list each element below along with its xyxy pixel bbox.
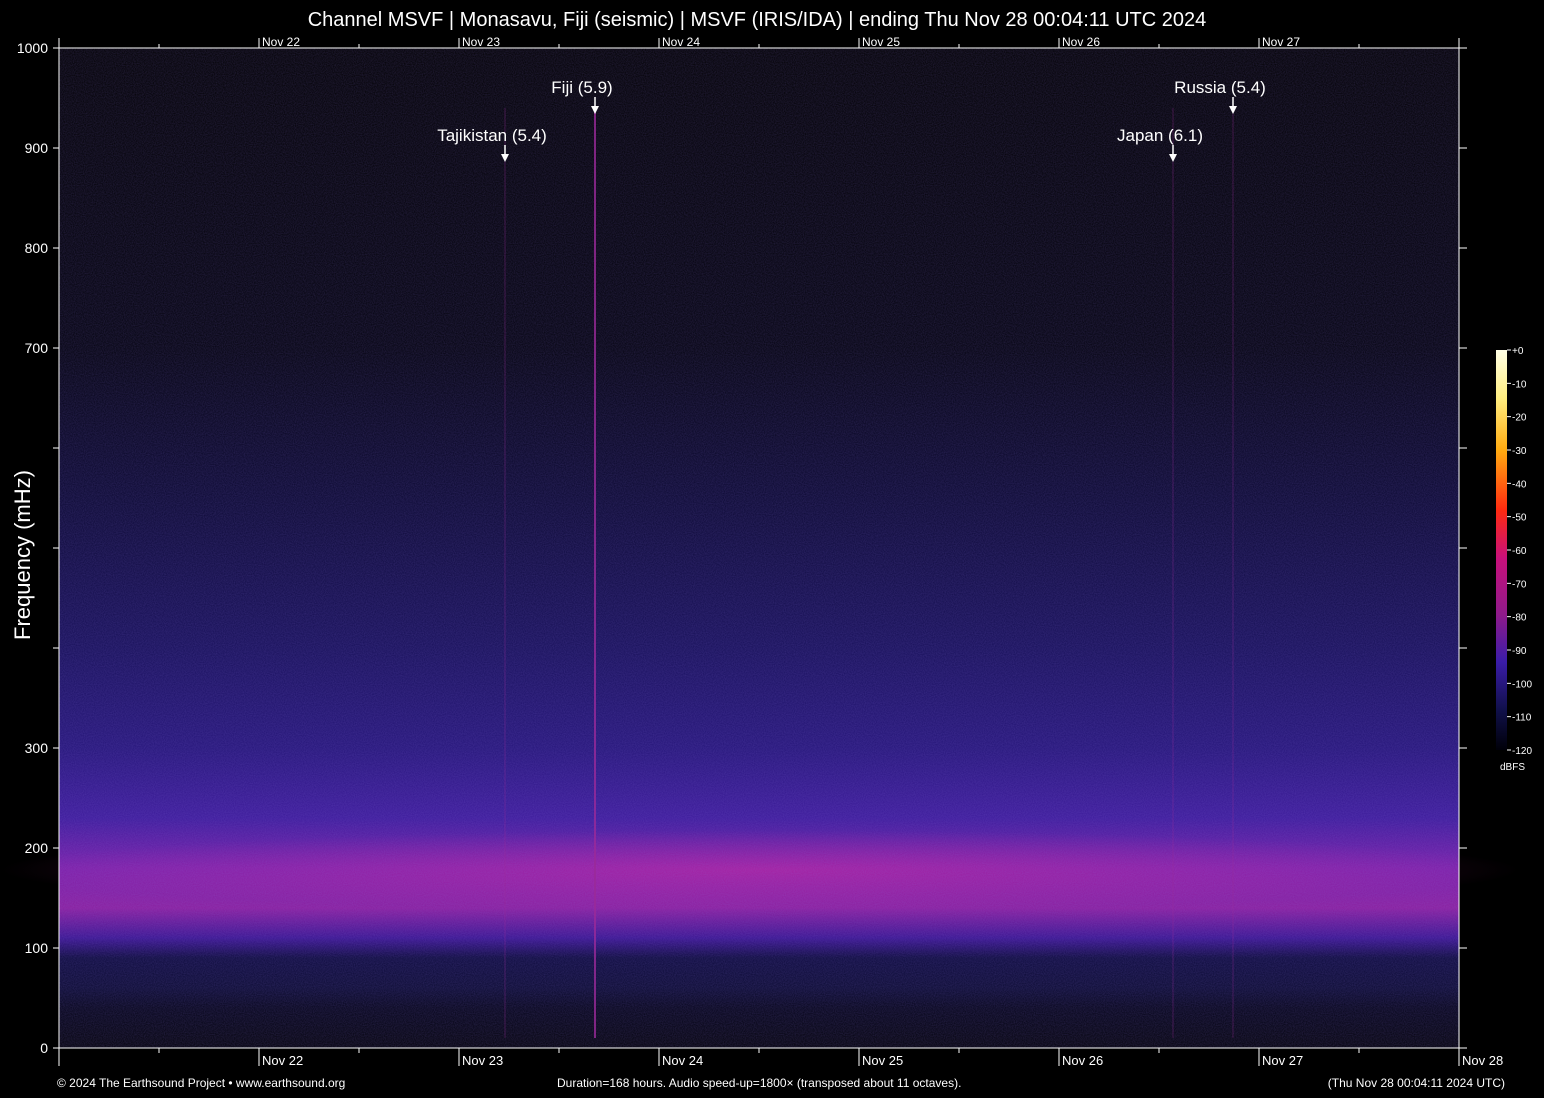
x-tick-label: Nov 22 (262, 1053, 303, 1068)
x-tick-label-top: Nov 24 (662, 35, 700, 49)
x-tick-label-top: Nov 25 (862, 35, 900, 49)
colorbar-gradient (1496, 350, 1507, 750)
colorbar-tick-label: -80 (1512, 613, 1527, 624)
y-tick-label: 700 (25, 340, 49, 356)
colorbar-tick-label: -120 (1512, 746, 1532, 757)
y-tick-label: 200 (25, 840, 49, 856)
y-tick-label: 300 (25, 740, 49, 756)
spectrogram-noise (59, 48, 1459, 1048)
x-tick-label-top: Nov 22 (262, 35, 300, 49)
x-tick-label-top: Nov 26 (1062, 35, 1100, 49)
x-tick-label: Nov 23 (462, 1053, 503, 1068)
y-tick-label: 100 (25, 940, 49, 956)
event-annotations: Tajikistan (5.4) Fiji (5.9) Japan (6.1) Rus… (437, 78, 1266, 162)
colorbar: +0 -10 -20 -30 -40 -50 -60 -70 -80 -90 -100 -110 -12… (1496, 346, 1532, 757)
annotation-label: Tajikistan (5.4) (437, 126, 547, 145)
x-axis-bottom: Nov 22 Nov 23 Nov 24 Nov 25 Nov 26 Nov 27 Nov … (58, 1048, 1503, 1068)
x-tick-label: Nov 25 (862, 1053, 903, 1068)
colorbar-unit: dBFS (1500, 762, 1526, 773)
colorbar-tick-label: -30 (1512, 446, 1527, 457)
x-tick-label-top: Nov 23 (462, 35, 500, 49)
colorbar-tick-label: -60 (1512, 546, 1527, 557)
colorbar-tick-label: -50 (1512, 513, 1527, 524)
annotation-arrowhead (1229, 106, 1237, 114)
chart-title: Channel MSVF | Monasavu, Fiji (seismic) … (307, 9, 1207, 31)
x-tick-label: Nov 26 (1062, 1053, 1103, 1068)
plot-area (0, 47, 1520, 1049)
colorbar-tick-label: -100 (1512, 679, 1532, 690)
colorbar-tick-label: +0 (1512, 346, 1524, 357)
x-tick-label: Nov 28 (1462, 1053, 1503, 1068)
annotation-arrowhead (1169, 154, 1177, 162)
x-axis-top: Nov 22 Nov 23 Nov 24 Nov 25 Nov 26 Nov 27 (58, 35, 1460, 49)
y-tick-label: 0 (40, 1040, 48, 1056)
annotation-label: Russia (5.4) (1174, 78, 1266, 97)
y-tick-label: 900 (25, 140, 49, 156)
annotation-label: Fiji (5.9) (551, 78, 612, 97)
y-tick-label: 800 (25, 240, 49, 256)
annotation-arrowhead (501, 154, 509, 162)
event-streaks (504, 108, 1234, 1038)
footer-timestamp: (Thu Nov 28 00:04:11 2024 UTC) (1327, 1076, 1505, 1090)
annotation-arrowhead (591, 106, 599, 114)
x-tick-label: Nov 24 (662, 1053, 703, 1068)
colorbar-ticks: +0 -10 -20 -30 -40 -50 -60 -70 -80 -90 -100 -110 -12… (1507, 346, 1532, 757)
colorbar-tick-label: -90 (1512, 646, 1527, 657)
annotation-label: Japan (6.1) (1117, 126, 1203, 145)
y-tick-label: 1000 (17, 40, 48, 56)
colorbar-tick-label: -110 (1512, 713, 1532, 724)
colorbar-tick-label: -10 (1512, 379, 1527, 390)
x-tick-label-top: Nov 27 (1262, 35, 1300, 49)
x-tick-label: Nov 27 (1262, 1053, 1303, 1068)
y-axis-ticks: 0 100 200 300 700 800 900 1000 (17, 40, 1467, 1056)
colorbar-tick-label: -70 (1512, 579, 1527, 590)
colorbar-tick-label: -20 (1512, 413, 1527, 424)
footer-copyright: © 2024 The Earthsound Project • www.eart… (57, 1076, 346, 1090)
colorbar-tick-label: -40 (1512, 479, 1527, 490)
footer-duration: Duration=168 hours. Audio speed-up=1800×… (557, 1076, 962, 1090)
